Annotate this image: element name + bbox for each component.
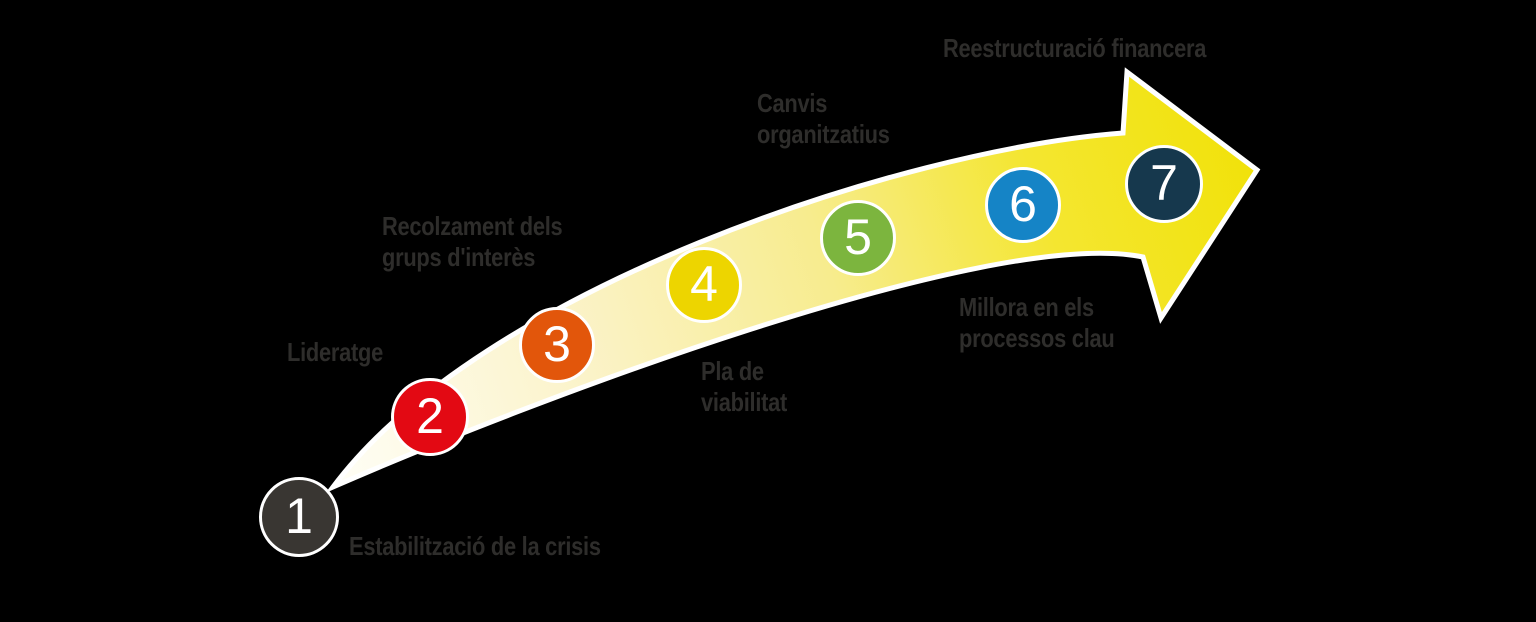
step-circle-2: 2 (391, 378, 469, 456)
step-number-2: 2 (416, 388, 444, 444)
step-label-1: Estabilització de la crisis (349, 531, 601, 561)
step-circle-3: 3 (519, 307, 595, 383)
step-circle-6: 6 (985, 167, 1061, 243)
step-number-5: 5 (844, 209, 872, 265)
step-circle-1: 1 (259, 477, 339, 557)
step-label-3: Recolzament dels grups d'interès (382, 211, 563, 272)
step-circle-7: 7 (1125, 145, 1203, 223)
step-number-1: 1 (285, 488, 313, 544)
step-label-4: Pla de viabilitat (701, 356, 788, 417)
step-label-5: Canvis organitzatius (757, 88, 890, 149)
step-number-3: 3 (543, 316, 571, 372)
step-label-7: Reestructuració financera (943, 33, 1207, 63)
step-circle-5: 5 (820, 200, 896, 276)
step-number-4: 4 (690, 256, 718, 312)
step-number-6: 6 (1009, 176, 1037, 232)
step-number-7: 7 (1150, 155, 1178, 211)
step-label-6: Millora en els processos clau (959, 292, 1115, 353)
step-circle-4: 4 (666, 247, 742, 323)
step-label-2: Lideratge (287, 337, 384, 367)
